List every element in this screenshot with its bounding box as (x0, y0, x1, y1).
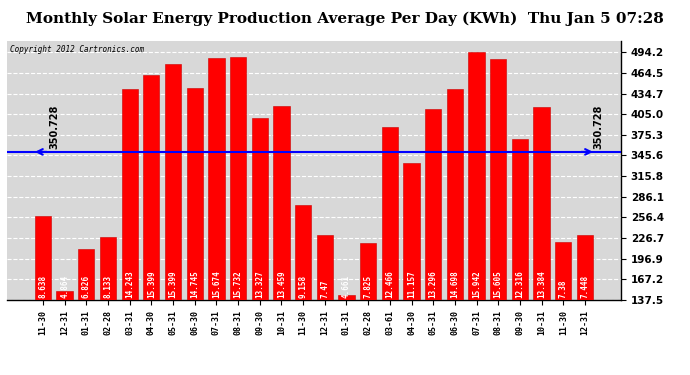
Text: 8.133: 8.133 (104, 275, 112, 298)
Text: Copyright 2012 Cartronics.com: Copyright 2012 Cartronics.com (10, 45, 144, 54)
Text: 15.605: 15.605 (494, 270, 503, 298)
Text: 13.384: 13.384 (537, 270, 546, 298)
Text: 13.296: 13.296 (428, 270, 437, 298)
Text: 8.638: 8.638 (39, 275, 48, 298)
Text: 12.466: 12.466 (385, 270, 394, 298)
Text: 4.661: 4.661 (342, 275, 351, 298)
Bar (186, 88, 203, 375)
Text: 350.728: 350.728 (593, 105, 604, 149)
Text: 13.327: 13.327 (255, 270, 264, 298)
Text: 14.243: 14.243 (125, 270, 134, 298)
Text: 15.399: 15.399 (147, 270, 156, 298)
Bar (208, 58, 224, 375)
Bar (577, 235, 593, 375)
Bar (144, 75, 159, 375)
Bar (34, 216, 51, 375)
Bar (425, 109, 442, 375)
Text: 7.825: 7.825 (364, 275, 373, 298)
Bar (252, 118, 268, 375)
Bar (100, 237, 116, 375)
Text: 12.316: 12.316 (515, 270, 524, 298)
Bar (555, 242, 571, 375)
Text: 14.745: 14.745 (190, 270, 199, 298)
Bar (490, 60, 506, 375)
Text: 6.826: 6.826 (82, 275, 91, 298)
Bar (338, 295, 355, 375)
Bar (230, 57, 246, 375)
Text: 13.459: 13.459 (277, 270, 286, 298)
Text: 15.942: 15.942 (472, 270, 481, 298)
Text: 350.728: 350.728 (50, 105, 59, 149)
Bar (512, 139, 528, 375)
Bar (404, 163, 420, 375)
Text: 7.38: 7.38 (559, 279, 568, 298)
Bar (295, 205, 311, 375)
Text: 9.158: 9.158 (299, 275, 308, 298)
Text: 11.157: 11.157 (407, 270, 416, 298)
Text: 15.732: 15.732 (234, 270, 243, 298)
Text: 15.674: 15.674 (212, 270, 221, 298)
Bar (121, 89, 138, 375)
Text: 15.399: 15.399 (168, 270, 177, 298)
Bar (57, 291, 72, 375)
Bar (273, 106, 290, 375)
Text: 7.47: 7.47 (320, 279, 329, 298)
Bar (165, 64, 181, 375)
Bar (360, 243, 376, 375)
Bar (317, 235, 333, 375)
Bar (382, 127, 398, 375)
Text: Monthly Solar Energy Production Average Per Day (KWh)  Thu Jan 5 07:28: Monthly Solar Energy Production Average … (26, 11, 664, 26)
Text: 14.698: 14.698 (451, 270, 460, 298)
Bar (533, 107, 550, 375)
Bar (446, 89, 463, 375)
Text: 7.448: 7.448 (580, 275, 589, 298)
Bar (469, 52, 484, 375)
Text: 4.864: 4.864 (60, 275, 69, 298)
Bar (78, 249, 95, 375)
